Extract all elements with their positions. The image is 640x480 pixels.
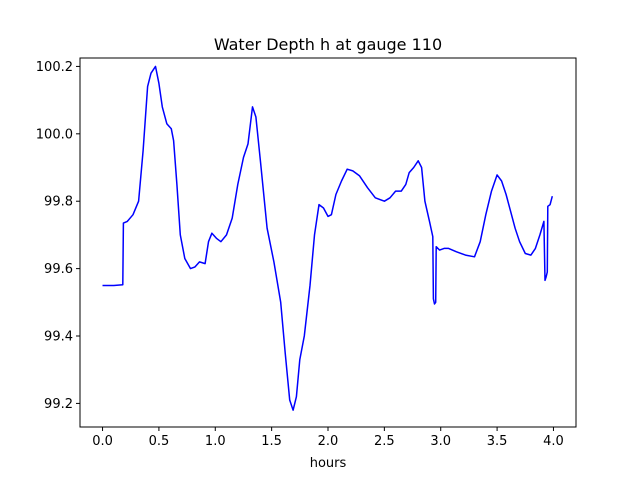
x-tick-label: 2.5 (374, 434, 395, 449)
y-tick-label: 99.8 (44, 195, 73, 210)
series-line (102, 65, 554, 411)
x-tick-label: 1.5 (261, 434, 282, 449)
x-tick-label: 2.0 (318, 434, 339, 449)
y-tick-label: 99.4 (44, 330, 73, 345)
x-tick-label: 0.0 (92, 434, 113, 449)
x-tick-label: 4.0 (543, 434, 564, 449)
x-tick-label: 0.5 (149, 434, 170, 449)
y-tick-label: 100.0 (36, 127, 73, 142)
plot-area (102, 65, 554, 411)
x-tick-label: 1.0 (205, 434, 226, 449)
x-axis-ticks: 0.0 0.5 1.0 1.5 2.0 2.5 3.0 3.5 4.0 (92, 427, 564, 449)
x-tick-label: 3.0 (430, 434, 451, 449)
y-tick-label: 99.2 (44, 397, 73, 412)
x-tick-label: 3.5 (487, 434, 508, 449)
y-tick-label: 99.6 (44, 262, 73, 277)
y-axis-ticks: 99.2 99.4 99.6 99.8 100.0 100.2 (36, 60, 80, 412)
y-tick-label: 100.2 (36, 60, 73, 75)
chart-title: Water Depth h at gauge 110 (214, 35, 442, 54)
x-axis-label: hours (310, 456, 347, 471)
